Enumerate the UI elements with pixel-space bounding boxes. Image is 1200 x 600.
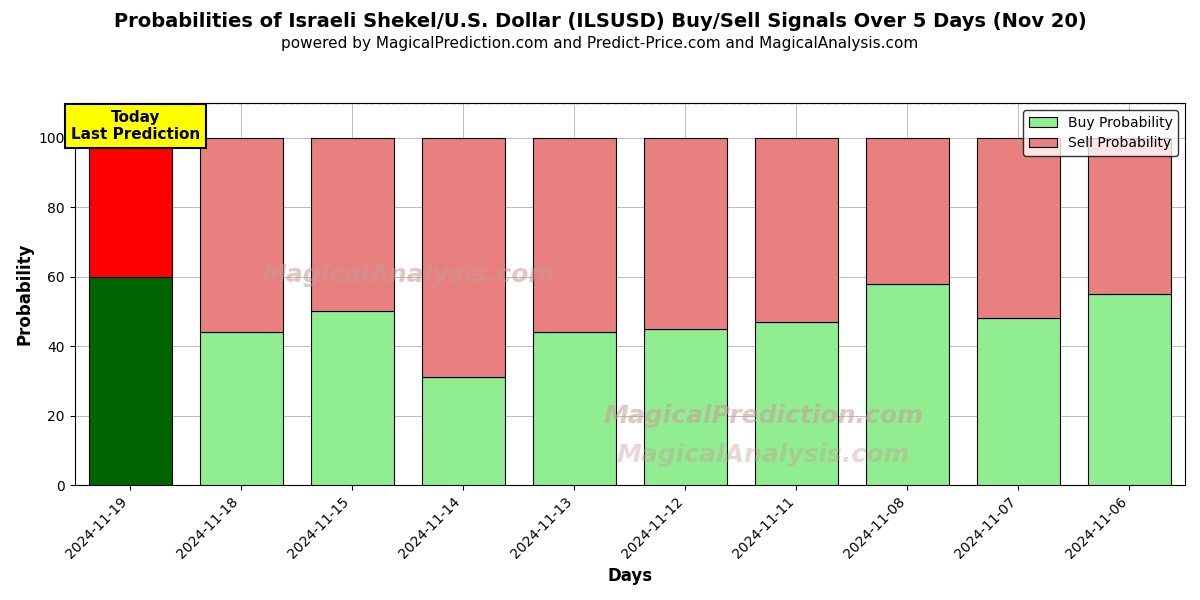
Text: MagicalAnalysis.com: MagicalAnalysis.com (262, 263, 554, 287)
Bar (1088, 138, 1171, 294)
Bar (533, 138, 616, 332)
Text: Today
Last Prediction: Today Last Prediction (71, 110, 200, 142)
Bar (421, 377, 505, 485)
Bar (1088, 294, 1171, 485)
Bar (977, 138, 1060, 319)
Legend: Buy Probability, Sell Probability: Buy Probability, Sell Probability (1024, 110, 1178, 156)
Bar (533, 332, 616, 485)
Bar (865, 284, 949, 485)
X-axis label: Days: Days (607, 567, 653, 585)
Text: Probabilities of Israeli Shekel/U.S. Dollar (ILSUSD) Buy/Sell Signals Over 5 Day: Probabilities of Israeli Shekel/U.S. Dol… (114, 12, 1086, 31)
Text: MagicalPrediction.com: MagicalPrediction.com (604, 404, 923, 428)
Bar (977, 319, 1060, 485)
Bar (755, 138, 838, 322)
Y-axis label: Probability: Probability (16, 243, 34, 345)
Bar (311, 311, 394, 485)
Bar (199, 138, 283, 332)
Bar (421, 138, 505, 377)
Bar (311, 138, 394, 311)
Text: MagicalAnalysis.com: MagicalAnalysis.com (617, 443, 910, 467)
Bar (89, 138, 172, 277)
Bar (755, 322, 838, 485)
Bar (643, 329, 727, 485)
Bar (89, 277, 172, 485)
Bar (199, 332, 283, 485)
Text: powered by MagicalPrediction.com and Predict-Price.com and MagicalAnalysis.com: powered by MagicalPrediction.com and Pre… (281, 36, 919, 51)
Bar (643, 138, 727, 329)
Bar (865, 138, 949, 284)
